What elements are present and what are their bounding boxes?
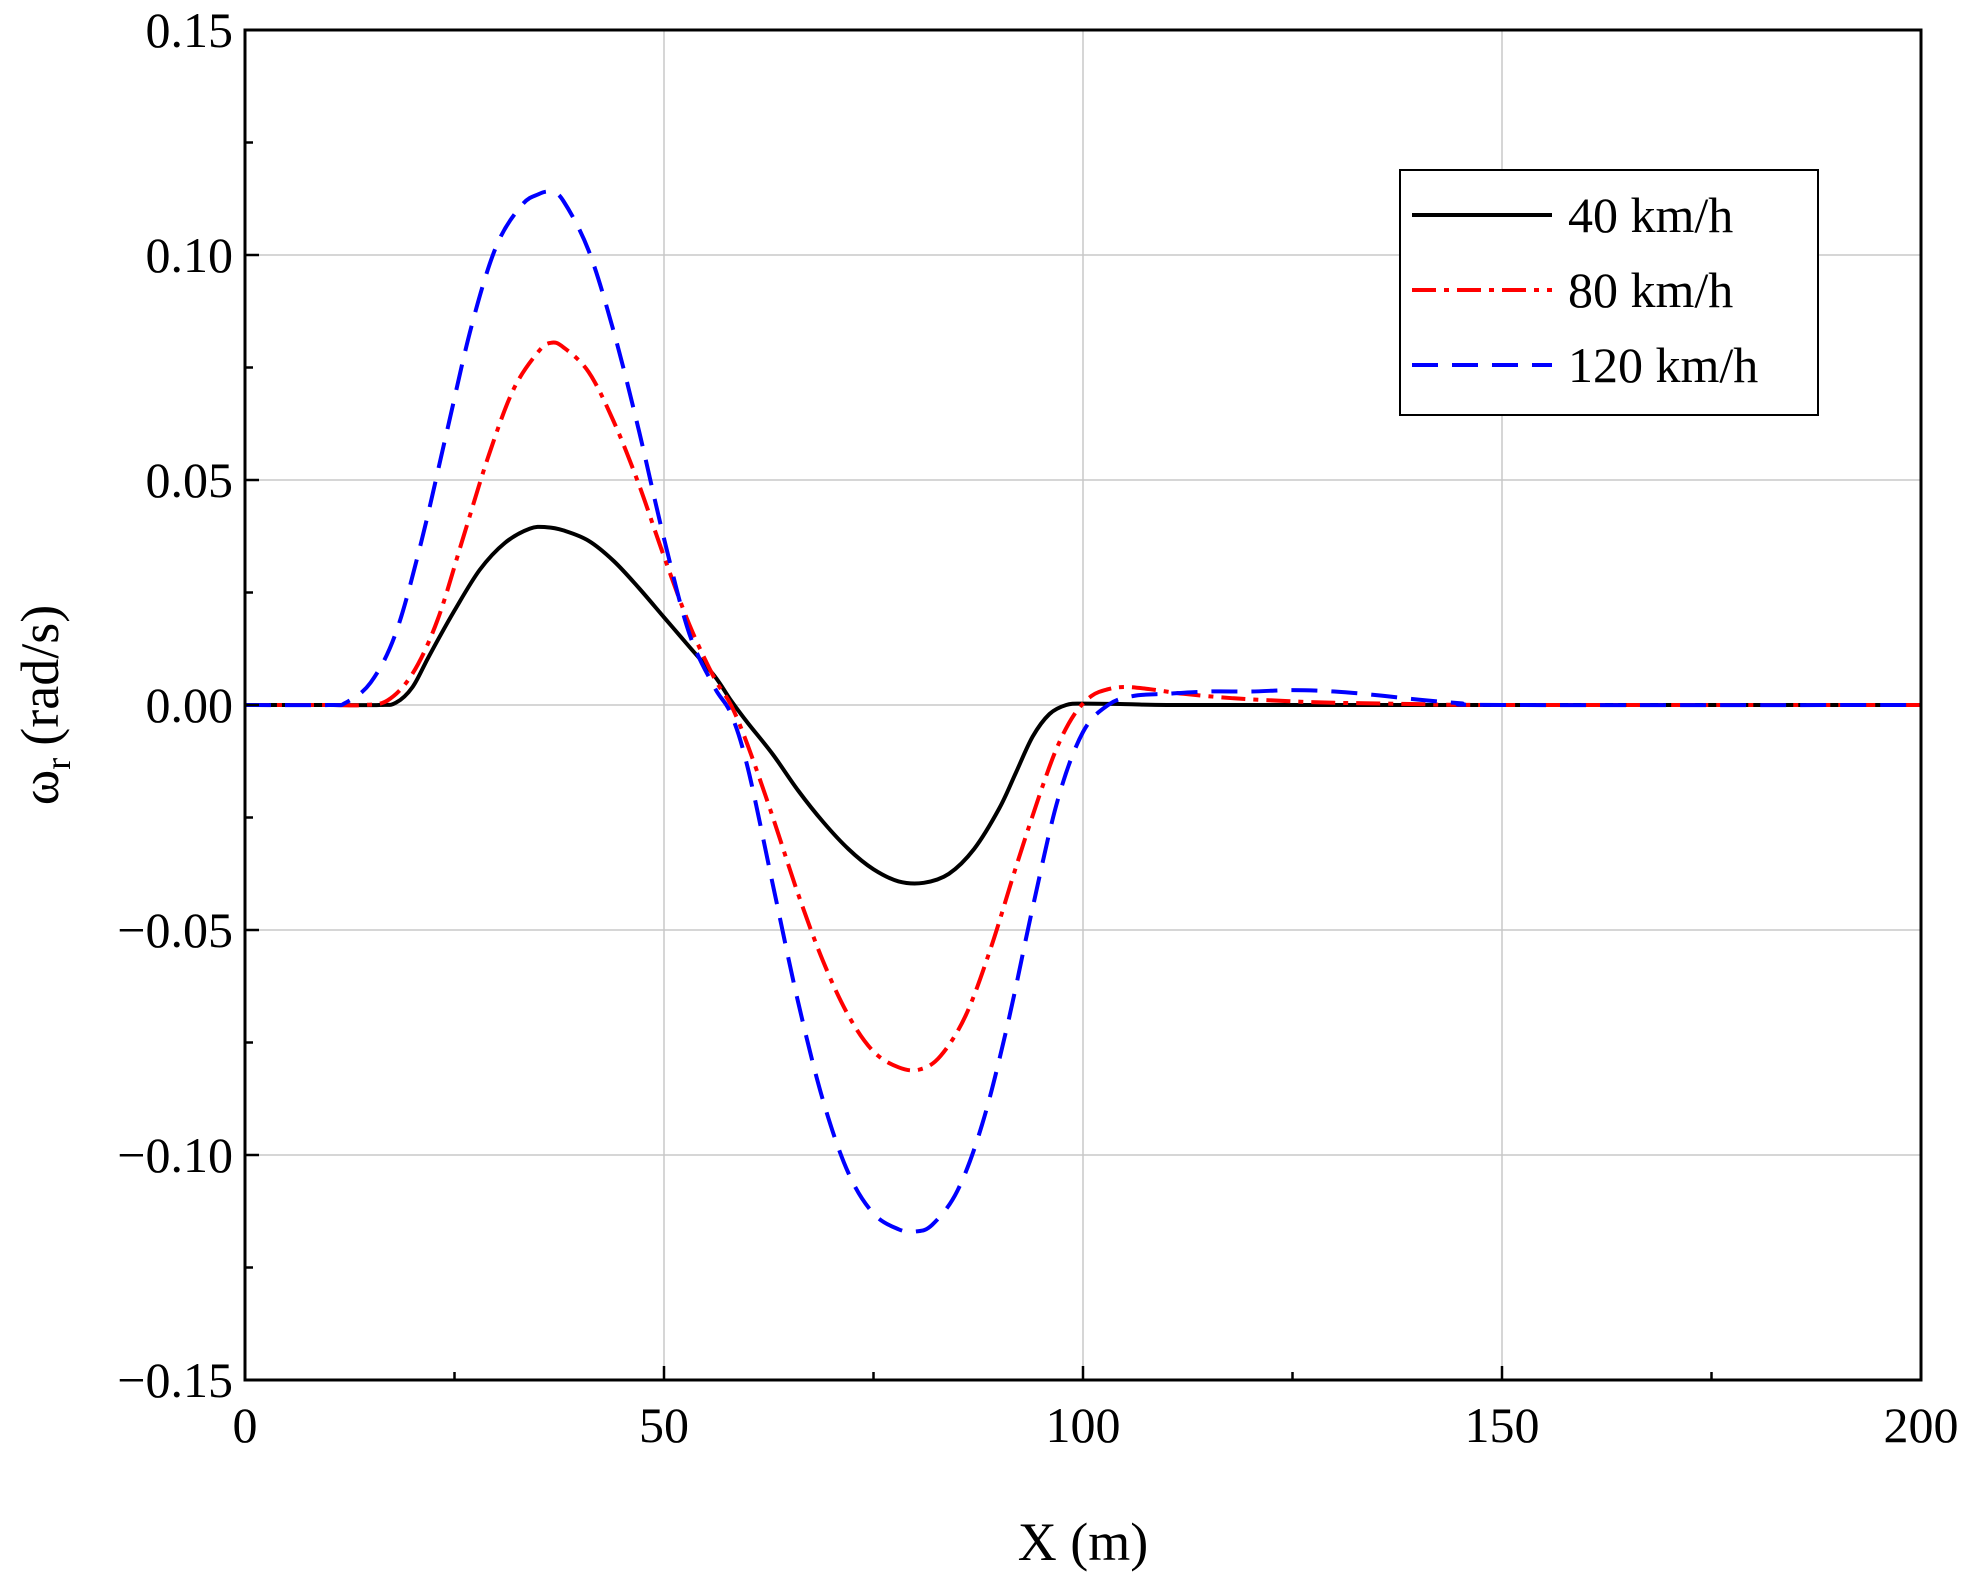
tick-labels: 0 50 100 150 200 0.15 0.10 0.05 0.00 −0.05 −0.10 −0…	[117, 2, 1958, 1453]
y-tick-label: 0.05	[146, 452, 234, 508]
axis-ticks	[243, 28, 1923, 1382]
legend-box	[1399, 169, 1819, 416]
y-axis-title-symbol: ω	[10, 770, 70, 806]
y-axis-title-unit: (rad/s)	[10, 605, 70, 746]
y-axis-title-subscript: r	[38, 758, 78, 770]
legend-label: 40 km/h	[1568, 187, 1733, 243]
x-axis-title: X (m)	[1018, 1512, 1148, 1572]
series-group	[244, 189, 1922, 1234]
x-tick-label: 200	[1884, 1397, 1959, 1453]
y-tick-label: −0.15	[117, 1352, 233, 1408]
y-tick-label: −0.10	[117, 1127, 233, 1183]
legend: 40 km/h 80 km/h 120 km/h	[1399, 169, 1819, 416]
y-tick-label: −0.05	[117, 902, 233, 958]
legend-label: 120 km/h	[1568, 337, 1758, 393]
y-axis-title: ωr (rad/s)	[10, 605, 78, 805]
x-tick-label: 0	[233, 1397, 258, 1453]
y-tick-label: 0.15	[146, 2, 234, 58]
legend-label: 80 km/h	[1568, 262, 1733, 318]
y-tick-label: 0.00	[146, 677, 234, 733]
x-tick-label: 150	[1465, 1397, 1540, 1453]
y-tick-label: 0.10	[146, 227, 234, 283]
x-tick-label: 100	[1046, 1397, 1121, 1453]
series-line-40-km-h	[245, 524, 1921, 886]
x-tick-label: 50	[639, 1397, 689, 1453]
